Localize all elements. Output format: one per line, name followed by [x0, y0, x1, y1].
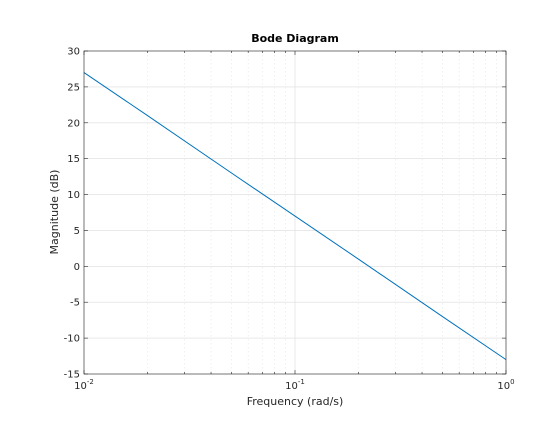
y-tick-label: 30 — [67, 47, 80, 58]
y-tick-label: -5 — [70, 298, 80, 309]
series-layer — [83, 72, 507, 361]
y-tick-label: 0 — [74, 262, 80, 273]
y-tick-label: -10 — [64, 334, 80, 345]
y-tick-label: 5 — [74, 226, 80, 237]
chart-title: Bode Diagram — [251, 32, 339, 45]
magnitude-series-line — [83, 72, 507, 361]
y-axis-label: Magnitude (dB) — [48, 170, 61, 255]
y-tick-label: 10 — [67, 190, 80, 201]
y-tick-label: -15 — [64, 370, 80, 381]
y-tick-label: 20 — [67, 118, 80, 129]
x-axis-label: Frequency (rad/s) — [247, 395, 344, 408]
y-tick-label: 25 — [67, 82, 80, 93]
y-tick-label: 15 — [67, 154, 80, 165]
